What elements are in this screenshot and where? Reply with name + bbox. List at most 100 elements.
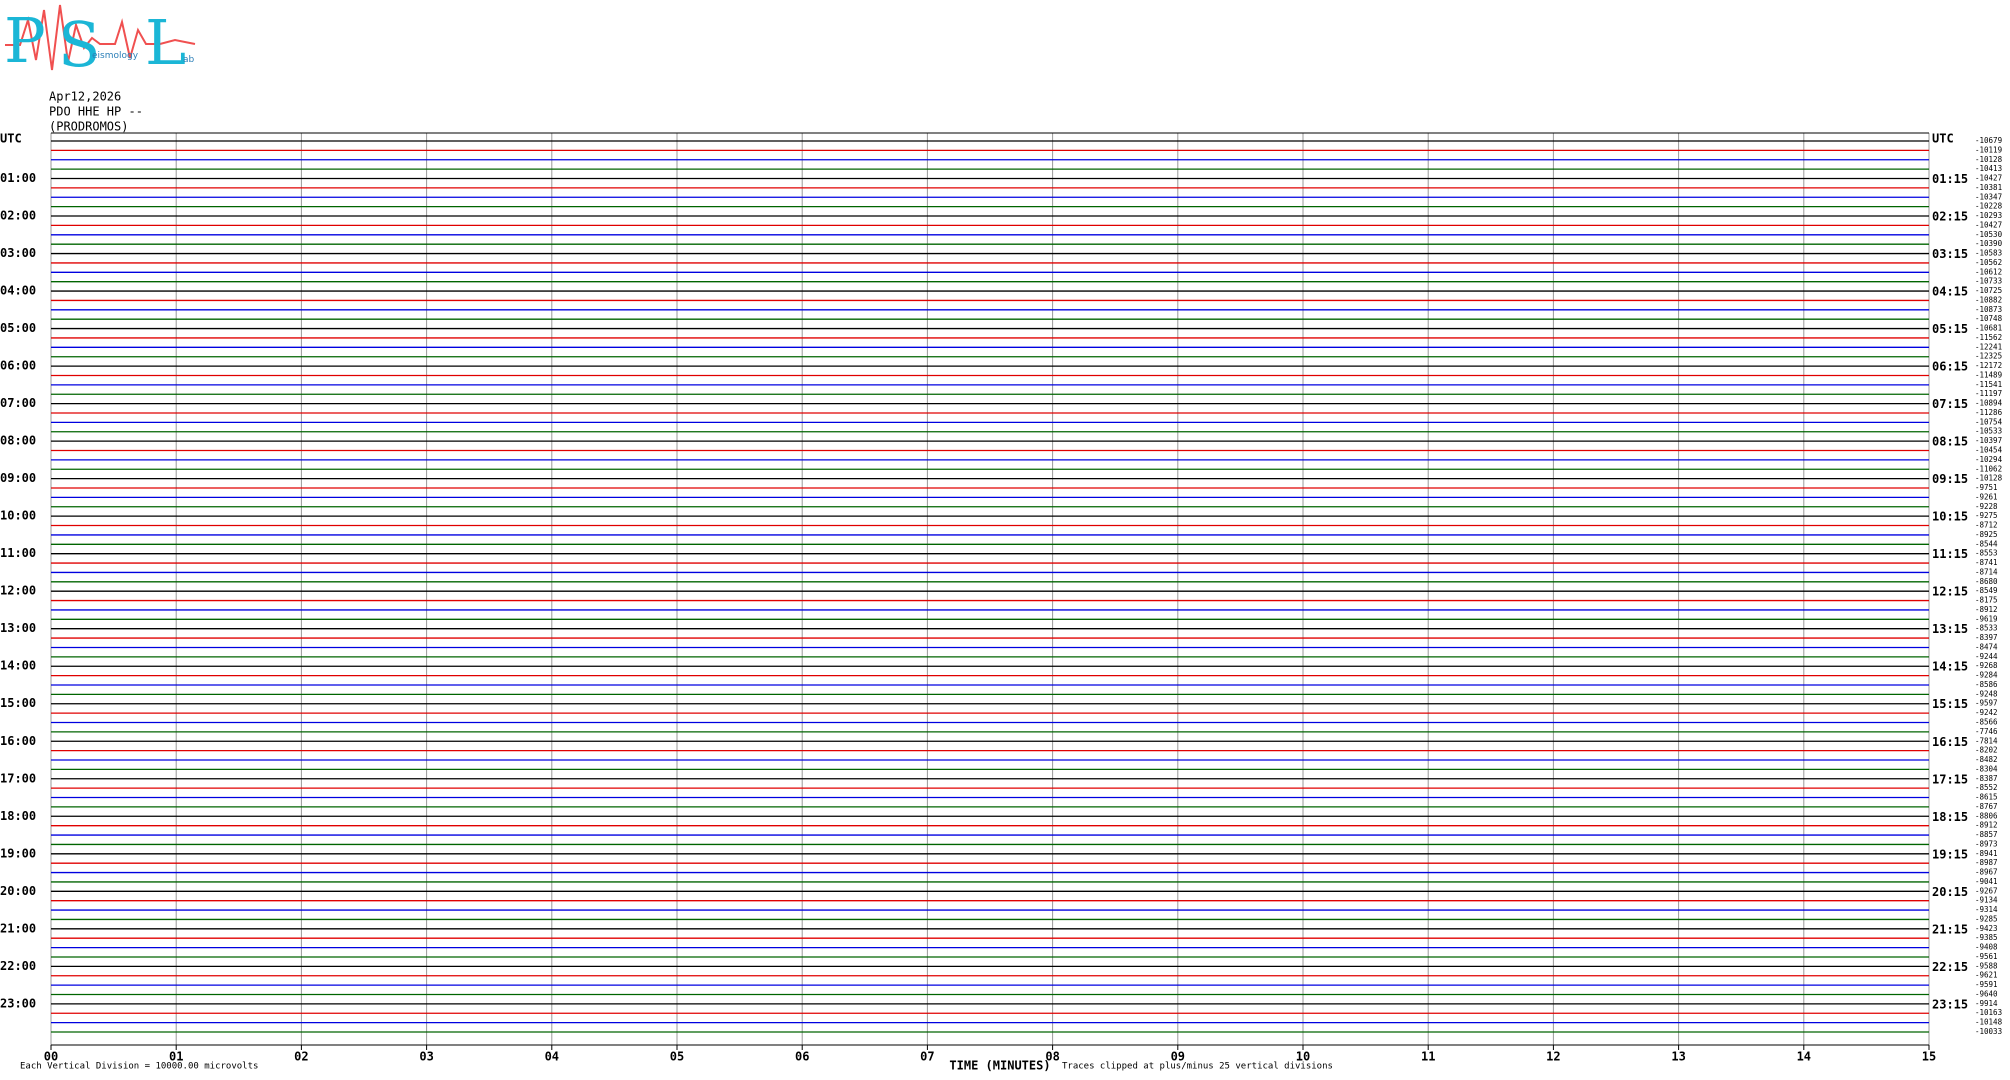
location: (PRODROMOS) — [49, 120, 128, 134]
trace-offset: -8552 — [1975, 783, 1998, 792]
trace-offset: -8987 — [1975, 858, 1998, 867]
hour-label: 12:00 — [0, 584, 36, 598]
trace-offset: -10681 — [1975, 324, 2002, 333]
trace-offset: -12172 — [1975, 361, 2002, 370]
trace-offset: -8912 — [1975, 821, 1998, 830]
hour-label: 13:15 — [1932, 622, 1968, 636]
hour-label: 08:00 — [0, 434, 36, 448]
hour-label: 16:15 — [1932, 735, 1968, 749]
trace-offset: -10413 — [1975, 164, 2002, 173]
clip-note: Traces clipped at plus/minus 25 vertical… — [1062, 1062, 1333, 1072]
hour-label: 19:15 — [1932, 847, 1968, 861]
trace-offset: -9591 — [1975, 980, 1998, 989]
trace-offset: -8767 — [1975, 802, 1998, 811]
trace-offset: -8474 — [1975, 642, 1998, 651]
trace-offset: -9597 — [1975, 699, 1998, 708]
trace-offset: -10612 — [1975, 267, 2002, 276]
trace-offset: -10562 — [1975, 258, 2002, 267]
logo-caption: ab — [183, 55, 195, 65]
hour-label: 10:00 — [0, 509, 36, 523]
trace-offset: -9268 — [1975, 661, 1998, 670]
logo: P S L eismology ab — [4, 4, 196, 81]
trace-offset: -8566 — [1975, 717, 1998, 726]
trace-offset: -9619 — [1975, 614, 1998, 623]
hour-label: 07:15 — [1932, 397, 1968, 411]
trace-offset: -8397 — [1975, 633, 1998, 642]
hour-label: 21:15 — [1932, 922, 1968, 936]
trace-offset: -10454 — [1975, 446, 2003, 455]
hour-label: 12:15 — [1932, 585, 1968, 599]
hour-label: 16:00 — [0, 734, 36, 748]
trace-offset: -10873 — [1975, 305, 2002, 314]
trace-offset: -11062 — [1975, 464, 2002, 473]
trace-offset: -7746 — [1975, 727, 1998, 736]
trace-offset: -10347 — [1975, 192, 2002, 201]
x-tick-label: 11 — [1421, 1050, 1435, 1064]
hour-label: 15:15 — [1932, 697, 1968, 711]
trace-offset: -9244 — [1975, 652, 1998, 661]
trace-offset: -8175 — [1975, 596, 1998, 605]
hour-label: 03:15 — [1932, 247, 1968, 261]
trace-offset: -10725 — [1975, 286, 2002, 295]
trace-offset: -8615 — [1975, 793, 1998, 802]
x-tick-label: 12 — [1546, 1050, 1560, 1064]
trace-offset: -8967 — [1975, 868, 1998, 877]
hour-label: 14:00 — [0, 659, 36, 673]
x-tick-label: 04 — [545, 1050, 559, 1064]
trace-offset: -10128 — [1975, 155, 2003, 164]
trace-offset: -8973 — [1975, 839, 1998, 848]
trace-offset: -8741 — [1975, 558, 1998, 567]
trace-offset: -10033 — [1975, 1027, 2002, 1036]
trace-offset: -10163 — [1975, 1008, 2002, 1017]
hour-label: 02:00 — [0, 209, 36, 223]
trace-offset: -12325 — [1975, 352, 2002, 361]
hour-label: UTC — [0, 132, 22, 146]
hour-label: 06:15 — [1932, 360, 1968, 374]
trace-offset: -9588 — [1975, 961, 1998, 970]
trace-offset: -9751 — [1975, 483, 1998, 492]
trace-offset: -10228 — [1975, 202, 2003, 211]
trace-offset: -9242 — [1975, 708, 1998, 717]
hour-label: 17:15 — [1932, 772, 1968, 786]
trace-offset: -10294 — [1975, 455, 2003, 464]
hour-label: 05:15 — [1932, 322, 1968, 336]
trace-offset: -10293 — [1975, 211, 2002, 220]
trace-offset: -9275 — [1975, 511, 1998, 520]
x-tick-label: 13 — [1671, 1050, 1685, 1064]
trace-offset: -9561 — [1975, 952, 1998, 961]
x-tick-label: 00 — [44, 1050, 58, 1064]
trace-offset: -9621 — [1975, 971, 1998, 980]
hour-label: 04:15 — [1932, 285, 1968, 299]
trace-offset: -10427 — [1975, 220, 2002, 229]
trace-offset: -10530 — [1975, 230, 2003, 239]
trace-offset: -10148 — [1975, 1018, 2003, 1027]
hour-label: 04:00 — [0, 284, 36, 298]
hour-label: 21:00 — [0, 921, 36, 935]
trace-offset: -10427 — [1975, 174, 2002, 183]
trace-offset: -10533 — [1975, 427, 2002, 436]
trace-offset: -8387 — [1975, 774, 1998, 783]
axis-title: TIME (MINUTES) — [949, 1059, 1050, 1073]
trace-offset: -10733 — [1975, 277, 2002, 286]
trace-offset: -10894 — [1975, 399, 2003, 408]
trace-offset: -9408 — [1975, 943, 1998, 952]
trace-offset: -10583 — [1975, 249, 2002, 258]
x-tick-label: 09 — [1171, 1050, 1185, 1064]
hour-label: 23:15 — [1932, 997, 1968, 1011]
x-tick-label: 03 — [419, 1050, 433, 1064]
hour-label: 23:00 — [0, 996, 36, 1010]
logo-wave — [5, 4, 196, 71]
trace-offset: -9640 — [1975, 989, 1998, 998]
logo-letter: S — [58, 8, 100, 81]
trace-offset: -10679 — [1975, 136, 2002, 145]
hour-label: 20:00 — [0, 884, 36, 898]
x-tick-label: 06 — [795, 1050, 809, 1064]
hour-label: 02:15 — [1932, 210, 1968, 224]
trace-offset: -8714 — [1975, 567, 1998, 576]
x-tick-label: 14 — [1797, 1050, 1811, 1064]
logo-caption: eismology — [92, 51, 139, 61]
trace-offset: -9423 — [1975, 924, 1998, 933]
hour-label: 22:00 — [0, 959, 36, 973]
trace-offset: -10381 — [1975, 183, 2002, 192]
trace-offset: -10748 — [1975, 314, 2003, 323]
